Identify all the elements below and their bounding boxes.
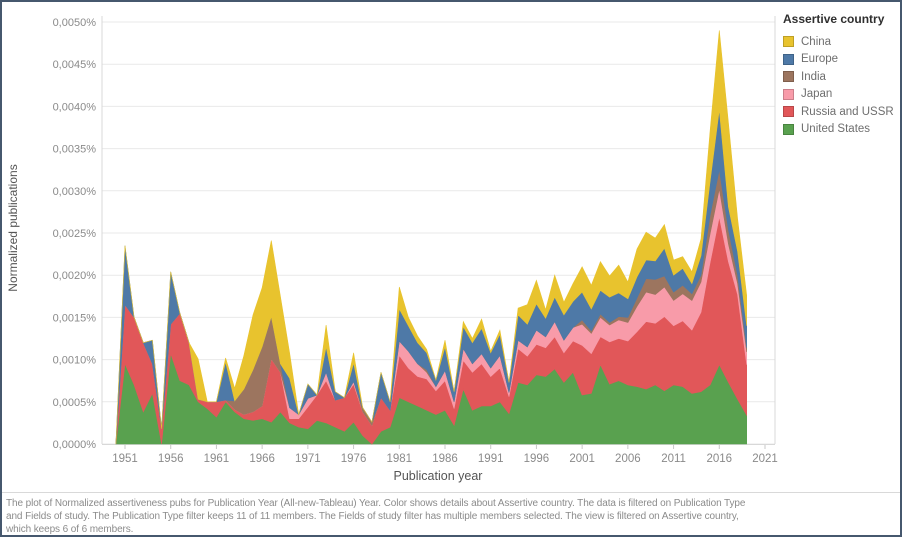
y-tick-label: 0,0005% (53, 397, 97, 409)
x-tick-label: 2021 (752, 453, 778, 465)
x-tick-label: 1951 (112, 453, 138, 465)
x-tick-label: 2011 (661, 453, 686, 465)
legend-swatch-icon (783, 53, 794, 65)
caption: The plot of Normalized assertiveness pub… (2, 492, 900, 535)
y-tick-label: 0,0035% (53, 144, 97, 156)
legend-item-label: Japan (801, 88, 833, 101)
legend-item-europe[interactable]: Europe (783, 51, 900, 69)
legend-title: Assertive country (783, 12, 885, 26)
y-tick-label: 0,0020% (53, 270, 97, 282)
stacked-area-chart[interactable]: 0,0000% 0,0005% 0,0010% 0,0015% 0,0020% 0,002… (2, 2, 782, 492)
y-tick-label: 0,0010% (53, 355, 97, 367)
y-tick-label: 0,0015% (53, 312, 97, 324)
legend-item-label: India (801, 70, 826, 83)
y-axis-title: Normalized publications (6, 164, 20, 291)
legend-item-russia-and-ussr[interactable]: Russia and USSR (783, 103, 900, 121)
x-tick-label: 1971 (295, 453, 321, 465)
x-tick-label: 1991 (478, 453, 504, 465)
x-axis-title: Publication year (394, 469, 483, 483)
legend-item-japan[interactable]: Japan (783, 86, 900, 104)
caption-line: which keeps 6 of 6 members. (6, 524, 134, 535)
legend-swatch-icon (783, 36, 794, 48)
y-tick-label: 0,0050% (53, 17, 97, 29)
legend-swatch-icon (783, 71, 794, 83)
legend-item-label: Russia and USSR (801, 105, 894, 118)
x-tick-label: 1976 (341, 453, 367, 465)
x-tick-label: 2016 (706, 453, 732, 465)
legend-item-label: United States (801, 123, 871, 136)
caption-line: The plot of Normalized assertiveness pub… (6, 498, 746, 509)
y-tick-label: 0,0000% (53, 439, 97, 451)
x-tick-label: 1961 (204, 453, 230, 465)
area-band-china[interactable] (115, 30, 747, 445)
legend-item-label: Europe (801, 53, 839, 66)
x-tick-label: 2006 (615, 453, 641, 465)
x-tick-label: 1986 (432, 453, 458, 465)
y-tick-label: 0,0040% (53, 101, 97, 113)
legend-item-china[interactable]: China (783, 33, 900, 51)
legend-swatch-icon (783, 88, 794, 100)
legend-swatch-icon (783, 106, 794, 118)
x-tick-label: 2001 (569, 453, 595, 465)
x-tick-label: 1981 (386, 453, 412, 465)
y-tick-label: 0,0045% (53, 59, 97, 71)
legend: Assertive country China Europe India Japan R… (783, 12, 900, 139)
y-tick-label: 0,0025% (53, 228, 97, 240)
x-tick-label: 1996 (524, 453, 550, 465)
legend-item-india[interactable]: India (783, 68, 900, 86)
legend-swatch-icon (783, 123, 794, 135)
x-tick-label: 1966 (249, 453, 275, 465)
legend-items: China Europe India Japan Russia and USSR Unit… (783, 33, 900, 139)
y-tick-label: 0,0030% (53, 186, 97, 198)
x-tick-label: 1956 (158, 453, 184, 465)
chart-area: 0,0000% 0,0005% 0,0010% 0,0015% 0,0020% 0,002… (2, 2, 782, 492)
legend-item-label: China (801, 35, 832, 48)
legend-item-united-states[interactable]: United States (783, 121, 900, 139)
caption-line: and Fields of study. The Publication Typ… (6, 511, 739, 522)
